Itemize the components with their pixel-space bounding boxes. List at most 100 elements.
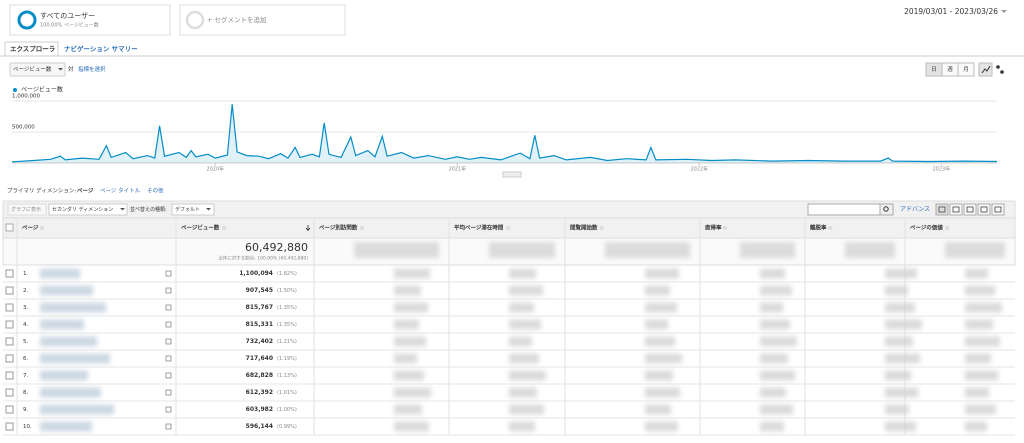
blurred-page <box>40 336 97 347</box>
blurred-cell <box>965 268 988 279</box>
dimension-label: プライマリ ディメンション: <box>7 187 76 195</box>
tab[interactable]: ナビゲーション サマリー <box>64 44 138 53</box>
blurred-cell <box>760 285 792 296</box>
secondary-select[interactable] <box>48 203 128 216</box>
blurred-cell <box>885 370 911 381</box>
row-checkbox[interactable] <box>5 405 14 414</box>
column-header[interactable]: 離脱率 <box>810 224 827 232</box>
column-header[interactable]: ページ <box>22 225 39 232</box>
view-button[interactable] <box>949 203 963 216</box>
caret <box>206 208 211 211</box>
open-icon[interactable] <box>165 304 172 311</box>
y-tick-label: 1,000,000 <box>12 94 40 100</box>
blurred-cell <box>394 404 422 415</box>
blurred-cell <box>509 268 536 279</box>
plot-rows-button[interactable] <box>7 203 47 216</box>
row-checkbox[interactable] <box>5 303 14 312</box>
view-button[interactable] <box>963 203 977 216</box>
row-number: 2. <box>23 288 28 294</box>
row-checkbox[interactable] <box>5 286 14 295</box>
pageviews: 596,144 <box>246 423 273 430</box>
blurred-cell <box>760 319 790 330</box>
column-header[interactable]: ページビュー数 <box>181 224 220 232</box>
chart-handle[interactable] <box>502 171 522 178</box>
open-icon[interactable] <box>165 406 172 413</box>
blurred-cell <box>965 285 995 296</box>
date-caret <box>1001 10 1007 13</box>
plot-rows[interactable]: グラフに表示 <box>11 206 41 213</box>
row-checkbox[interactable] <box>5 269 14 278</box>
date-range[interactable]: 2019/03/01 - 2023/03/26 <box>904 7 998 16</box>
search-button[interactable] <box>879 203 894 216</box>
open-icon[interactable] <box>165 423 172 430</box>
sort-type: デフォルト <box>175 206 200 213</box>
interval-label[interactable]: 月 <box>963 66 969 73</box>
column-header[interactable]: 閲覧開始数 <box>570 224 598 232</box>
advanced-link[interactable]: アドバンス <box>900 206 930 213</box>
row-checkbox[interactable] <box>5 337 14 346</box>
view-button[interactable] <box>977 203 991 216</box>
help-icon <box>359 225 365 231</box>
interval-label[interactable]: 週 <box>947 65 953 73</box>
tab[interactable]: エクスプローラ <box>10 44 55 53</box>
blurred-cell <box>760 336 797 347</box>
pageviews: 907,545 <box>246 287 273 294</box>
open-icon[interactable] <box>165 321 172 328</box>
help-icon <box>827 225 833 231</box>
help-icon <box>506 225 511 231</box>
row-checkbox[interactable] <box>5 422 14 431</box>
column-header[interactable]: ページの価値 <box>910 224 943 232</box>
search-input[interactable] <box>807 203 881 216</box>
open-icon[interactable] <box>165 287 172 294</box>
pageviews-share: (1.82%) <box>277 271 297 277</box>
interval-button[interactable] <box>957 62 975 77</box>
line-icon <box>981 65 991 74</box>
view-button[interactable] <box>935 203 949 216</box>
interval-label[interactable]: 日 <box>931 66 937 73</box>
pageviews-share: (1.01%) <box>277 390 297 396</box>
blurred-total <box>845 242 895 258</box>
row-checkbox[interactable] <box>5 388 14 397</box>
sort-label: 並べ替えの種類: <box>130 206 167 213</box>
blurred-cell <box>394 336 426 347</box>
blurred-cell <box>645 370 673 381</box>
add-segment-card[interactable] <box>179 4 346 36</box>
blurred-page <box>40 370 88 381</box>
open-icon[interactable] <box>165 355 172 362</box>
blurred-cell <box>509 302 534 313</box>
blurred-page <box>40 387 101 398</box>
header-checkbox[interactable] <box>5 223 14 232</box>
choose-metric[interactable]: 指標を選択 <box>78 65 106 73</box>
column-header[interactable]: 直帰率 <box>705 224 722 232</box>
row-checkbox[interactable] <box>5 320 14 329</box>
open-icon[interactable] <box>165 270 172 277</box>
blurred-cell <box>645 302 677 313</box>
open-icon[interactable] <box>165 372 172 379</box>
dimension-active[interactable]: ページ <box>77 188 94 195</box>
pageviews: 717,640 <box>246 355 273 362</box>
blurred-page <box>40 421 92 432</box>
open-icon[interactable] <box>165 389 172 396</box>
column-header[interactable]: 平均ページ滞在時間 <box>454 224 504 232</box>
row-checkbox[interactable] <box>5 354 14 363</box>
dimension-option[interactable]: ページ タイトル <box>100 187 141 195</box>
row-checkbox[interactable] <box>5 371 14 380</box>
blurred-cell <box>965 319 993 330</box>
add-segment[interactable]: + セグメントを追加 <box>207 15 267 24</box>
x-tick-label: 2022年 <box>690 166 708 173</box>
column-header[interactable]: ページ別訪問数 <box>319 224 358 232</box>
pageviews-share: (1.35%) <box>277 305 297 311</box>
legend-dot <box>13 88 17 92</box>
segment-card[interactable] <box>9 4 171 36</box>
dimension-option[interactable]: その他 <box>147 187 164 195</box>
view-button[interactable] <box>991 203 1005 216</box>
metric-select[interactable] <box>9 62 66 77</box>
blurred-cell <box>965 302 1002 313</box>
vs: 対 <box>68 65 74 73</box>
blurred-cell <box>965 336 1000 347</box>
blurred-cell <box>509 370 546 381</box>
open-icon[interactable] <box>165 338 172 345</box>
blurred-cell <box>965 370 998 381</box>
sort-select[interactable] <box>171 203 215 216</box>
motion-icon[interactable] <box>996 65 1000 69</box>
